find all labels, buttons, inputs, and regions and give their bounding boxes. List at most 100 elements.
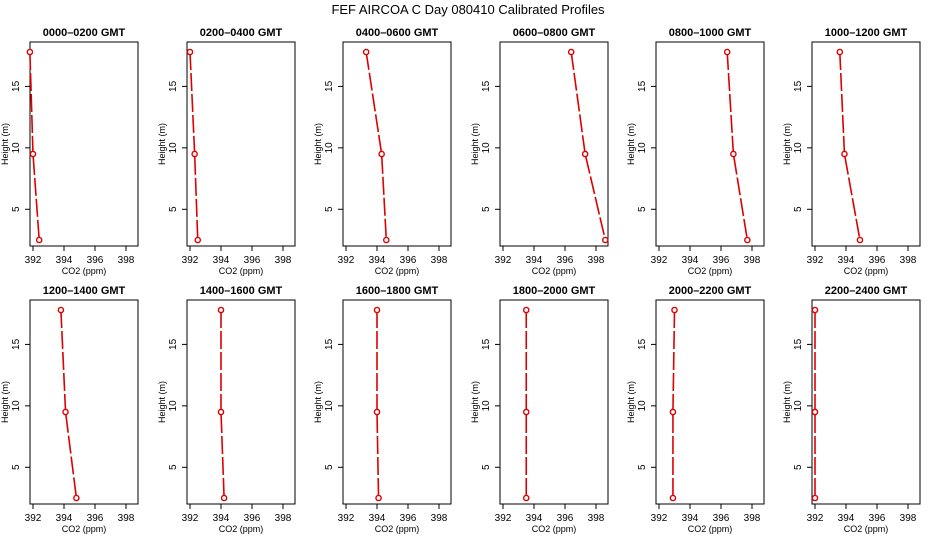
profile-point [841,150,848,158]
panel-title: 1400–1600 GMT [200,285,283,297]
profile-point [856,236,864,244]
y-tick-label: 10 [324,400,335,412]
x-tick-label: 398 [118,255,135,266]
profile-panel: 0800–1000 GMT 392 394 396 398 CO2 (ppm) 5 10 15 H… [626,27,765,276]
x-tick-label: 392 [338,255,355,266]
x-tick-label: 394 [369,513,386,524]
plot-frame [186,299,296,505]
y-axis-label: Height (m) [0,381,10,423]
y-axis-label: Height (m) [470,381,480,423]
y-axis-label: Height (m) [626,123,636,165]
x-tick-label: 396 [244,255,261,266]
x-axis-label: CO2 (ppm) [688,524,733,534]
y-tick-label: 10 [168,400,179,412]
x-tick-label: 392 [807,255,824,266]
x-tick-label: 392 [495,255,512,266]
panel-title: 2200–2400 GMT [825,285,908,297]
plot-frame [811,41,921,247]
x-tick-label: 394 [56,255,73,266]
x-tick-label: 398 [275,255,292,266]
y-tick-label: 15 [168,80,179,92]
x-axis-label: CO2 (ppm) [844,266,889,276]
plot-frame [811,299,921,505]
profile-panel: 0400–0600 GMT 392 394 396 398 CO2 (ppm) 5 10 15 H… [313,27,452,276]
y-axis-label: Height (m) [157,123,167,165]
panel-title: 1800–2000 GMT [513,285,596,297]
profile-point [35,236,43,244]
x-tick-label: 398 [744,513,761,524]
profile-line [29,51,40,241]
x-axis-label: CO2 (ppm) [375,524,420,534]
x-axis-label: CO2 (ppm) [219,266,264,276]
y-axis-label: Height (m) [313,123,323,165]
x-tick-label: 396 [87,255,104,266]
x-axis-label: CO2 (ppm) [844,524,889,534]
y-tick-label: 15 [11,80,22,92]
x-tick-label: 398 [588,513,605,524]
x-tick-label: 392 [25,255,42,266]
profile-line [220,310,225,499]
y-axis-label: Height (m) [157,381,167,423]
y-tick-label: 15 [637,80,648,92]
y-tick-label: 10 [637,142,648,154]
x-tick-label: 394 [56,513,73,524]
x-tick-label: 394 [213,255,230,266]
x-axis-label: CO2 (ppm) [688,266,733,276]
y-tick-label: 10 [637,400,648,412]
profile-point [811,494,819,502]
profile-panel: 0200–0400 GMT 392 394 396 398 CO2 (ppm) 5 10 15 H… [157,27,296,276]
plot-frame [186,41,296,247]
x-axis-label: CO2 (ppm) [532,266,577,276]
y-tick-label: 5 [324,206,335,212]
profile-point [373,306,381,314]
y-tick-label: 5 [11,206,22,212]
y-tick-label: 15 [637,338,648,350]
x-tick-label: 398 [744,255,761,266]
profile-line [839,51,861,241]
profile-point [744,236,751,244]
plot-frame [29,299,139,505]
profile-point [811,408,819,416]
x-tick-label: 392 [651,255,668,266]
y-tick-label: 10 [324,142,335,154]
profile-panel: 0000–0200 GMT 392 394 396 398 CO2 (ppm) 5 10 15 H… [0,27,139,276]
profile-line [189,51,199,241]
profile-line [672,309,676,498]
y-tick-label: 10 [11,400,22,412]
y-tick-label: 15 [168,338,179,350]
x-axis-label: CO2 (ppm) [62,266,107,276]
y-axis-label: Height (m) [313,381,323,423]
y-tick-label: 15 [11,338,22,350]
figure-title: FEF AIRCOA C Day 080410 Calibrated Profi… [331,2,605,17]
profile-panel: 0600–0800 GMT 392 394 396 398 CO2 (ppm) 5 10 15 H… [470,27,609,276]
panel-title: 0000–0200 GMT [43,27,126,39]
x-axis-label: CO2 (ppm) [532,524,577,534]
x-tick-label: 398 [431,513,448,524]
profile-point [186,48,194,56]
x-tick-label: 398 [900,255,917,266]
y-tick-label: 5 [637,464,648,470]
y-tick-label: 5 [793,464,804,470]
profile-point [730,150,737,158]
profile-point [62,408,69,416]
profile-point [581,150,589,158]
profile-point [373,408,381,416]
x-tick-label: 396 [869,255,886,266]
x-tick-label: 396 [713,513,730,524]
profile-point [671,306,678,314]
y-tick-label: 15 [793,80,804,92]
x-tick-label: 394 [526,255,543,266]
profile-point [378,150,385,158]
x-tick-label: 394 [838,255,855,266]
profile-panel: 1600–1800 GMT 392 394 396 398 CO2 (ppm) 5 10 15 H… [313,285,452,534]
plot-frame [499,41,609,247]
y-tick-label: 10 [168,142,179,154]
x-tick-label: 396 [400,513,417,524]
profile-point [362,48,370,56]
panel-title: 1200–1400 GMT [43,285,126,297]
y-tick-label: 10 [481,142,492,154]
y-tick-label: 10 [481,400,492,412]
profile-point [217,306,225,314]
x-tick-label: 394 [682,513,699,524]
